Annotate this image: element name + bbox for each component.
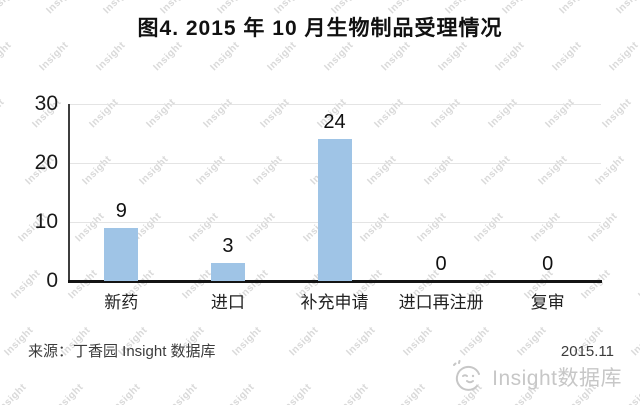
y-axis-tick-label: 10 xyxy=(34,210,58,233)
gridline xyxy=(69,104,601,105)
bar xyxy=(210,263,245,281)
date-text: 2015.11 xyxy=(560,343,614,360)
x-axis-category-label: 新药 xyxy=(104,293,139,312)
brand-text: Insight数据库 xyxy=(492,367,622,390)
bar-value-label: 0 xyxy=(435,253,447,275)
source-text: 来源：丁香园 Insight 数据库 xyxy=(28,343,216,360)
x-axis-category-label: 复审 xyxy=(530,293,565,312)
smiley-face-icon xyxy=(450,360,488,394)
bar xyxy=(104,227,139,281)
bar-value-label: 0 xyxy=(542,253,554,275)
bar-value-label: 9 xyxy=(115,199,127,222)
bar-value-label: 3 xyxy=(222,235,234,258)
x-axis-line xyxy=(68,280,602,283)
x-axis-category-label: 补充申请 xyxy=(300,293,369,312)
y-axis-tick-label: 0 xyxy=(46,269,58,292)
y-axis-tick-label: 20 xyxy=(34,151,58,174)
chart-title: 图4. 2015 年 10 月生物制品受理情况 xyxy=(137,17,503,40)
x-axis-category-label: 进口 xyxy=(210,293,245,312)
bar-value-label: 24 xyxy=(323,111,346,134)
brand-logo: Insight数据库 xyxy=(450,360,622,394)
bar xyxy=(317,139,352,281)
y-axis-tick-label: 30 xyxy=(34,92,58,115)
y-axis-line xyxy=(68,104,70,281)
x-axis-category-label: 进口再注册 xyxy=(398,293,484,312)
